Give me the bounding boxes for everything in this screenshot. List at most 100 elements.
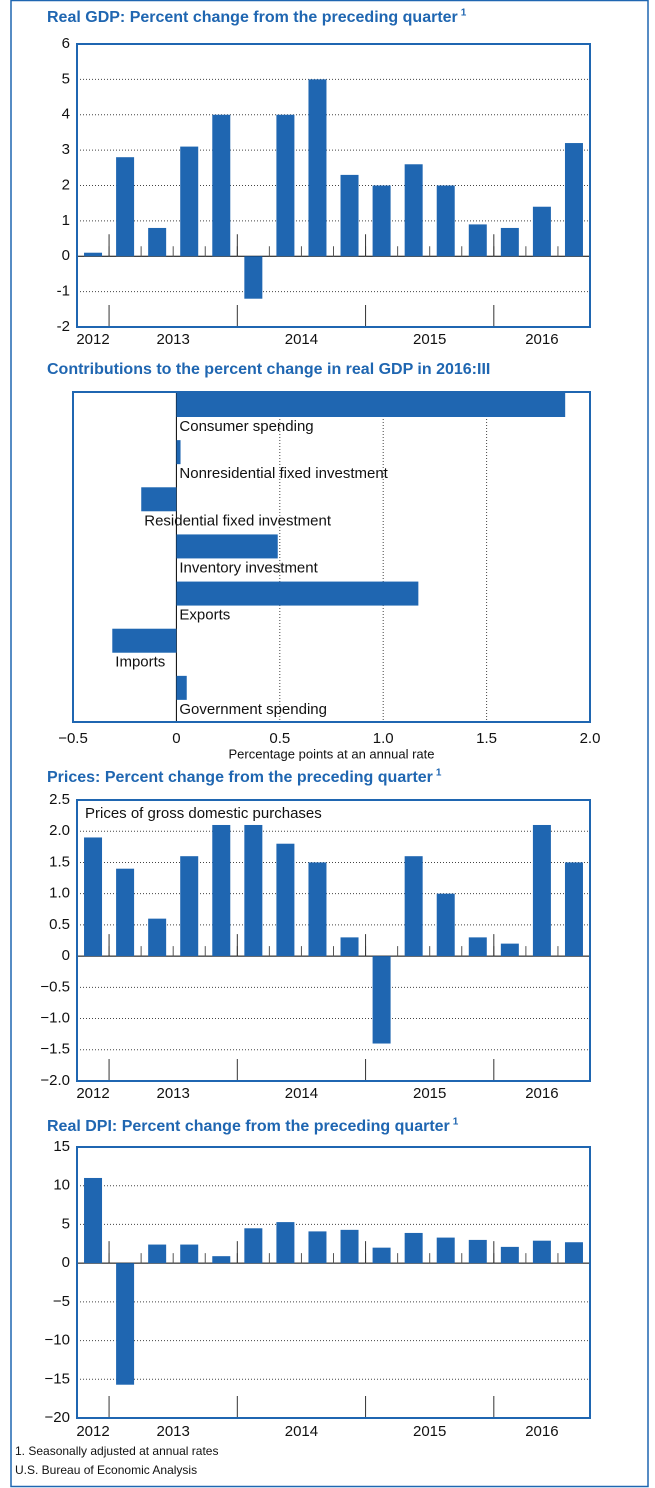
footnote-ref: 1: [436, 768, 442, 779]
x-tick-label: 2012: [76, 331, 109, 348]
bar: [276, 843, 295, 957]
footnote: 1. Seasonally adjusted at annual rates: [15, 1444, 218, 1458]
bar: [244, 1228, 263, 1264]
y-tick-label: −1.5: [40, 1041, 70, 1058]
category-label: Nonresidential fixed investment: [179, 465, 388, 482]
outer-frame: [10, 0, 649, 1488]
x-tick-label: 2016: [525, 1423, 558, 1440]
bar: [532, 824, 551, 957]
x-tick-label: 2015: [413, 1423, 446, 1440]
bar: [244, 256, 263, 299]
y-tick-label: 5: [62, 1215, 70, 1232]
bar: [404, 856, 423, 957]
x-tick-label: 2014: [285, 1085, 318, 1102]
y-tick-label: −20: [45, 1409, 70, 1426]
source: U.S. Bureau of Economic Analysis: [15, 1463, 197, 1477]
x-tick-label: 2016: [525, 1085, 558, 1102]
x-tick-label: 2015: [413, 331, 446, 348]
bar: [116, 157, 135, 257]
bar: [436, 893, 455, 957]
y-tick-label: −10: [45, 1332, 70, 1349]
plot-frame: [76, 43, 591, 328]
bar: [500, 227, 519, 257]
bar: [84, 837, 103, 957]
bar: [308, 1231, 327, 1264]
bar: [176, 675, 187, 700]
y-tick-label: 1.5: [49, 853, 70, 870]
bar: [404, 164, 423, 257]
category-label: Residential fixed investment: [144, 512, 332, 529]
bar: [176, 581, 419, 606]
bar: [212, 824, 231, 957]
bar: [276, 1222, 295, 1264]
bar: [212, 1256, 231, 1264]
chart-title: Contributions to the percent change in r…: [47, 361, 490, 378]
bar: [176, 393, 566, 417]
x-tick-label: −0.5: [58, 730, 88, 747]
chart-title: Real DPI: Percent change from the preced…: [47, 1118, 450, 1135]
bar: [372, 956, 391, 1044]
bar: [340, 1229, 359, 1264]
x-tick-label: 1.0: [373, 730, 394, 747]
bar: [180, 1244, 199, 1264]
bar: [468, 224, 487, 257]
y-tick-label: 0: [62, 1254, 70, 1271]
x-tick-label: 2013: [157, 331, 190, 348]
y-tick-label: -1: [57, 283, 70, 300]
x-tick-label: 2015: [413, 1085, 446, 1102]
y-tick-label: −5: [53, 1293, 70, 1310]
x-tick-label: 2013: [157, 1423, 190, 1440]
plot-frame: [76, 1146, 591, 1419]
bar: [116, 868, 135, 957]
bar: [84, 252, 103, 257]
plot-frame: [72, 391, 591, 723]
y-tick-label: 1.0: [49, 885, 70, 902]
x-tick-label: 2016: [525, 331, 558, 348]
category-label: Government spending: [179, 701, 327, 718]
y-tick-label: 2.0: [49, 822, 70, 839]
bar: [84, 1177, 103, 1264]
bar: [244, 824, 263, 957]
bar: [468, 1239, 487, 1264]
bar: [148, 918, 167, 957]
chart-title: Real GDP: Percent change from the preced…: [47, 9, 458, 26]
bar: [141, 487, 177, 512]
bar: [564, 862, 583, 957]
bar: [308, 862, 327, 957]
bar: [468, 937, 487, 957]
y-tick-label: 0: [62, 247, 70, 264]
bar: [340, 174, 359, 257]
y-tick-label: -2: [57, 318, 70, 335]
footnote-ref: 1: [461, 8, 467, 19]
y-tick-label: −0.5: [40, 978, 70, 995]
category-label: Inventory investment: [179, 559, 318, 576]
x-tick-label: 2013: [157, 1085, 190, 1102]
y-tick-label: 0.5: [49, 916, 70, 933]
bar: [404, 1232, 423, 1264]
x-tick-label: 1.5: [476, 730, 497, 747]
bar: [276, 114, 295, 257]
x-tick-label: 0.5: [269, 730, 290, 747]
chart-title: Prices: Percent change from the precedin…: [47, 769, 433, 786]
bar: [372, 1247, 391, 1264]
category-label: Imports: [115, 654, 165, 671]
bar: [212, 114, 231, 257]
y-tick-label: −15: [45, 1370, 70, 1387]
y-tick-label: 4: [62, 106, 70, 123]
y-tick-label: 2.5: [49, 791, 70, 808]
bar: [176, 440, 181, 465]
x-tick-label: 0: [172, 730, 180, 747]
bar: [532, 1240, 551, 1264]
x-axis-label: Percentage points at an annual rate: [229, 746, 435, 761]
y-tick-label: −1.0: [40, 1010, 70, 1027]
bar: [176, 534, 278, 559]
bar: [148, 1244, 167, 1264]
x-tick-label: 2014: [285, 1423, 318, 1440]
y-tick-label: −2.0: [40, 1072, 70, 1089]
bar: [564, 1242, 583, 1264]
bar: [116, 1263, 135, 1385]
y-tick-label: 2: [62, 176, 70, 193]
category-label: Consumer spending: [179, 418, 313, 435]
y-tick-label: 0: [62, 947, 70, 964]
bar: [148, 227, 167, 257]
